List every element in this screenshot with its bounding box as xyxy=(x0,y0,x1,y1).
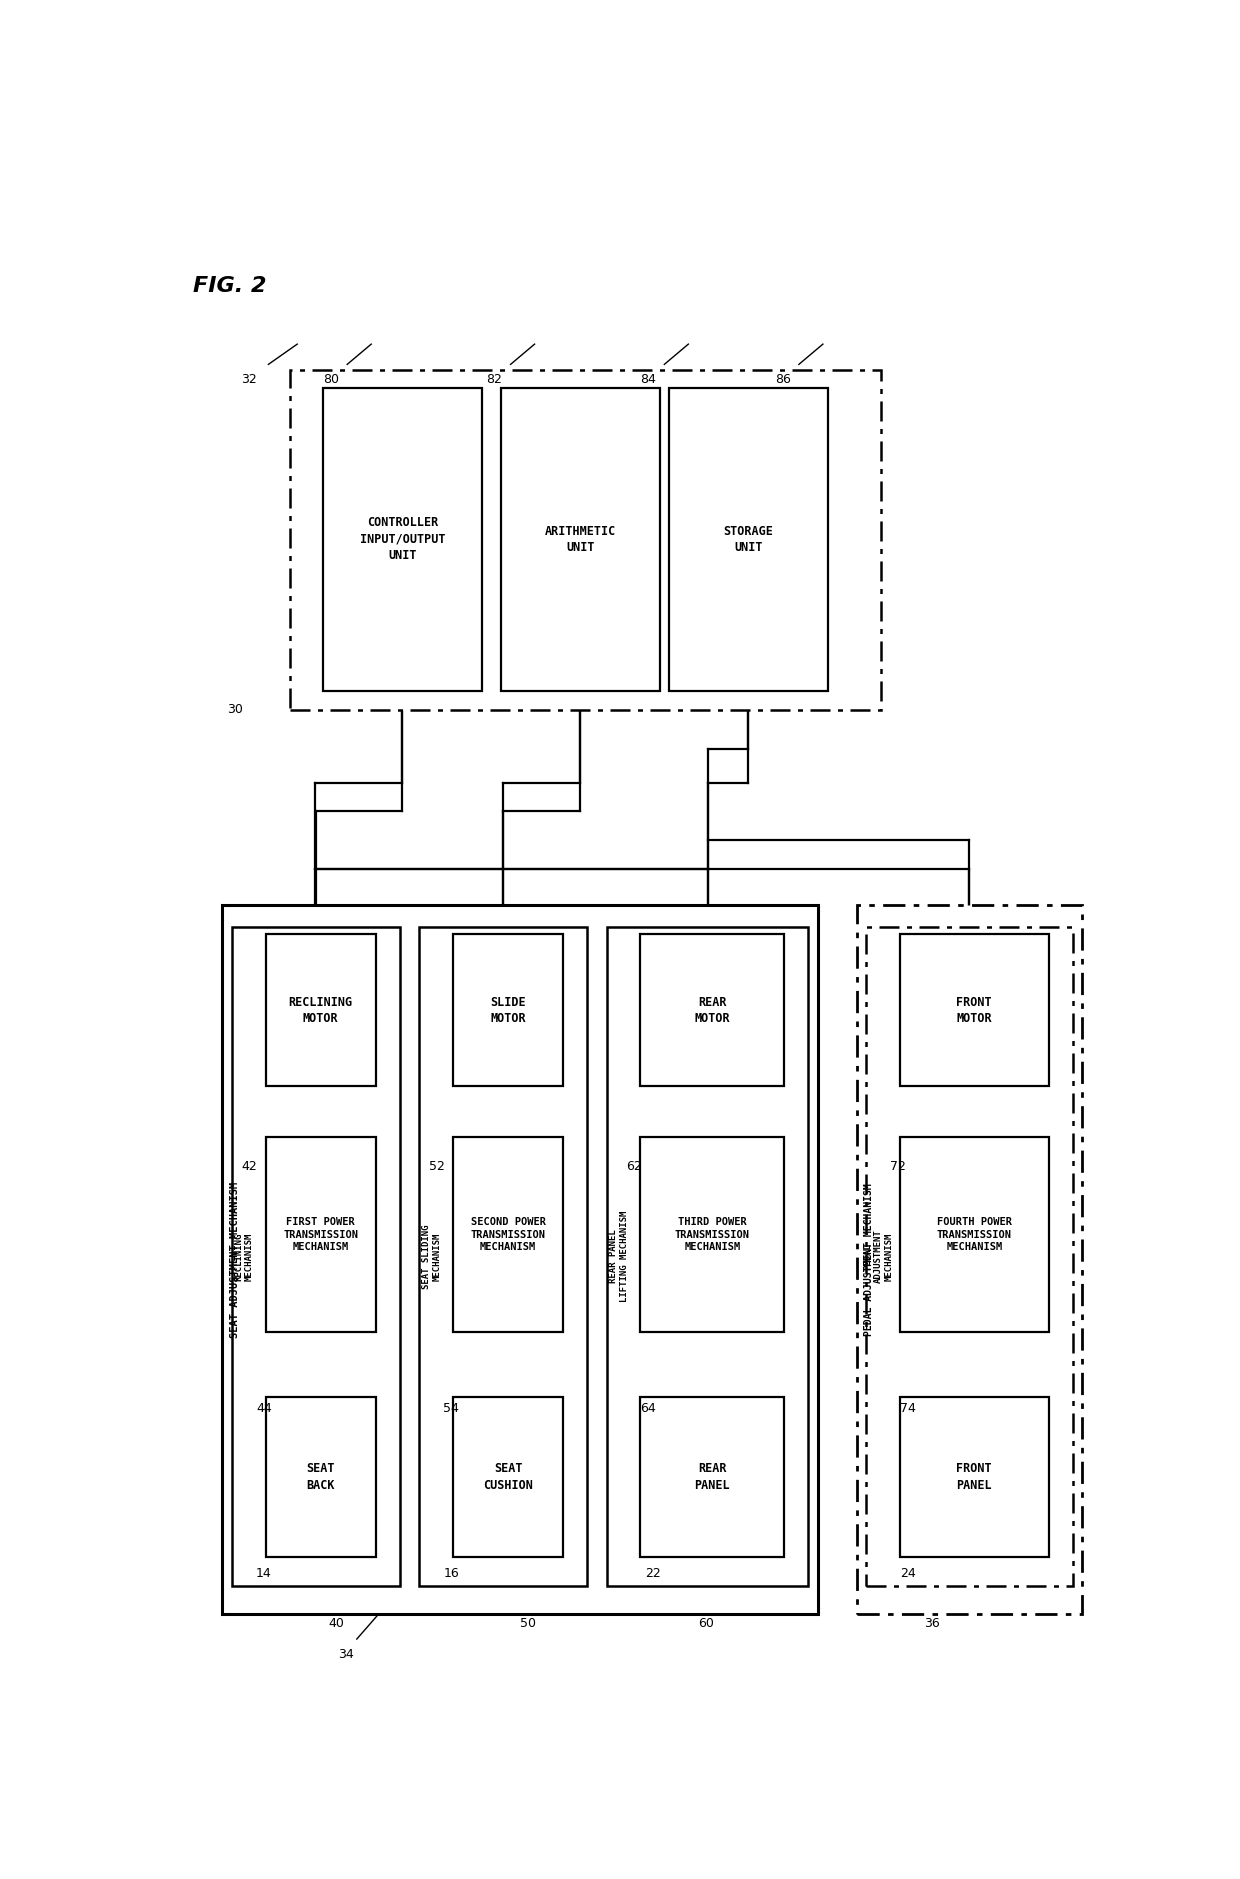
Text: 82: 82 xyxy=(486,374,502,385)
Text: ARITHMETIC
UNIT: ARITHMETIC UNIT xyxy=(544,524,616,554)
Text: STORAGE
UNIT: STORAGE UNIT xyxy=(723,524,774,554)
Text: SEAT SLIDING
MECHANISM: SEAT SLIDING MECHANISM xyxy=(422,1223,441,1289)
Text: 32: 32 xyxy=(242,374,257,385)
Bar xyxy=(324,387,481,691)
Bar xyxy=(900,1137,1049,1332)
Text: RECLINING
MOTOR: RECLINING MOTOR xyxy=(289,996,353,1026)
Text: 50: 50 xyxy=(521,1618,536,1631)
Text: 84: 84 xyxy=(640,374,656,385)
Text: FIRST POWER
TRANSMISSION
MECHANISM: FIRST POWER TRANSMISSION MECHANISM xyxy=(283,1218,358,1253)
Text: 42: 42 xyxy=(242,1159,257,1172)
Bar xyxy=(419,926,588,1586)
Bar xyxy=(453,1137,563,1332)
Text: THIRD POWER
TRANSMISSION
MECHANISM: THIRD POWER TRANSMISSION MECHANISM xyxy=(675,1218,750,1253)
Bar xyxy=(453,1398,563,1556)
Text: 36: 36 xyxy=(924,1618,940,1631)
Bar xyxy=(222,906,818,1614)
Text: FRONT
PANEL: FRONT PANEL xyxy=(956,1462,992,1492)
Text: 52: 52 xyxy=(429,1159,445,1172)
Text: SEAT
BACK: SEAT BACK xyxy=(306,1462,335,1492)
Text: 34: 34 xyxy=(337,1648,353,1661)
Text: REAR
PANEL: REAR PANEL xyxy=(694,1462,730,1492)
Text: 30: 30 xyxy=(227,703,243,716)
Text: 62: 62 xyxy=(626,1159,641,1172)
Text: FIG. 2: FIG. 2 xyxy=(193,276,267,297)
Bar xyxy=(501,387,660,691)
Text: 44: 44 xyxy=(255,1402,272,1415)
Text: SECOND POWER
TRANSMISSION
MECHANISM: SECOND POWER TRANSMISSION MECHANISM xyxy=(471,1218,546,1253)
Text: SEAT
CUSHION: SEAT CUSHION xyxy=(484,1462,533,1492)
Bar xyxy=(640,1137,785,1332)
Bar xyxy=(265,1398,376,1556)
Bar xyxy=(606,926,808,1586)
Text: 22: 22 xyxy=(645,1567,661,1580)
Bar xyxy=(857,906,1083,1614)
Bar xyxy=(640,934,785,1086)
Text: CONTROLLER
INPUT/OUTPUT
UNIT: CONTROLLER INPUT/OUTPUT UNIT xyxy=(360,517,445,562)
Text: REAR PANEL
LIFTING MECHANISM: REAR PANEL LIFTING MECHANISM xyxy=(610,1210,629,1302)
Text: 24: 24 xyxy=(900,1567,915,1580)
Bar xyxy=(265,934,376,1086)
Bar xyxy=(265,1137,376,1332)
Text: 40: 40 xyxy=(327,1618,343,1631)
Bar xyxy=(900,934,1049,1086)
Text: RECLINING
MECHANISM: RECLINING MECHANISM xyxy=(234,1233,254,1280)
Bar xyxy=(290,370,880,710)
Bar xyxy=(640,1398,785,1556)
Bar xyxy=(453,934,563,1086)
Text: 60: 60 xyxy=(698,1618,714,1631)
Bar xyxy=(670,387,828,691)
Text: FOURTH POWER
TRANSMISSION
MECHANISM: FOURTH POWER TRANSMISSION MECHANISM xyxy=(936,1218,1012,1253)
Text: 86: 86 xyxy=(775,374,791,385)
Text: PEDAL ADJUSTMENT MECHANISM: PEDAL ADJUSTMENT MECHANISM xyxy=(864,1184,874,1336)
Text: FRONT
MOTOR: FRONT MOTOR xyxy=(956,996,992,1026)
Text: 54: 54 xyxy=(444,1402,459,1415)
Text: SLIDE
MOTOR: SLIDE MOTOR xyxy=(490,996,526,1026)
Bar xyxy=(232,926,401,1586)
Text: 64: 64 xyxy=(640,1402,656,1415)
Text: 72: 72 xyxy=(890,1159,906,1172)
Bar xyxy=(900,1398,1049,1556)
Text: 14: 14 xyxy=(255,1567,272,1580)
Text: PEDAL
ADJUSTMENT
MECHANISM: PEDAL ADJUSTMENT MECHANISM xyxy=(864,1229,894,1283)
Text: 80: 80 xyxy=(324,374,340,385)
Text: 16: 16 xyxy=(444,1567,459,1580)
Text: REAR
MOTOR: REAR MOTOR xyxy=(694,996,730,1026)
Text: SEAT ADJUSTMENT MECHANISM: SEAT ADJUSTMENT MECHANISM xyxy=(229,1182,239,1338)
Bar xyxy=(866,926,1073,1586)
Text: 74: 74 xyxy=(900,1402,915,1415)
